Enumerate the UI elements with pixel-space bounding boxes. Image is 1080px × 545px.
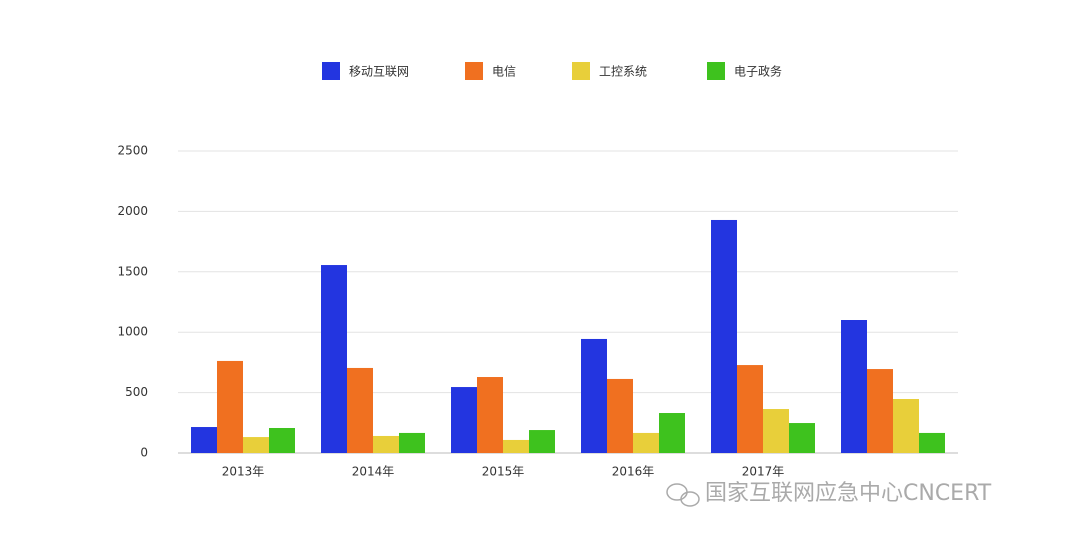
bar xyxy=(373,435,399,453)
y-tick-label: 2000 xyxy=(117,204,148,218)
legend-label: 工控系统 xyxy=(599,65,647,79)
legend-swatch xyxy=(465,62,483,80)
bar xyxy=(763,409,789,453)
x-tick-label: 2017年 xyxy=(742,465,785,479)
legend-label: 电子政务 xyxy=(734,64,782,79)
bar xyxy=(269,427,295,453)
watermark: 国家互联网应急中心CNCERT xyxy=(705,481,992,506)
bar xyxy=(451,387,477,453)
bar xyxy=(789,423,815,453)
bar xyxy=(633,432,659,453)
bar xyxy=(659,413,685,453)
y-tick-label: 0 xyxy=(140,446,148,460)
bar xyxy=(477,377,503,453)
x-tick-label: 2014年 xyxy=(352,465,395,479)
bar xyxy=(841,319,867,453)
y-tick-label: 500 xyxy=(125,385,148,399)
bar xyxy=(347,367,373,453)
bar xyxy=(503,439,529,453)
bar xyxy=(529,430,555,453)
bar xyxy=(711,219,737,453)
y-tick-label: 1000 xyxy=(117,325,148,339)
legend-swatch xyxy=(572,62,590,80)
y-tick-label: 2500 xyxy=(117,144,148,158)
bar xyxy=(893,399,919,453)
y-tick-label: 1500 xyxy=(117,264,148,278)
wechat-icon xyxy=(666,483,700,507)
x-tick-label: 2015年 xyxy=(482,465,525,479)
legend-label: 移动互联网 xyxy=(349,65,409,79)
x-tick-label: 2016年 xyxy=(612,465,655,479)
bar xyxy=(919,432,945,453)
legend-label: 电信 xyxy=(492,65,516,79)
bar xyxy=(217,360,243,453)
bar xyxy=(607,378,633,453)
bar xyxy=(867,369,893,453)
bar xyxy=(191,427,217,453)
x-tick-label: 2013年 xyxy=(222,465,265,479)
bar xyxy=(399,432,425,453)
legend-swatch xyxy=(322,62,340,80)
bar xyxy=(737,365,763,453)
legend-swatch xyxy=(707,62,725,80)
bar xyxy=(321,265,347,453)
bar xyxy=(581,338,607,453)
bar xyxy=(243,437,269,453)
